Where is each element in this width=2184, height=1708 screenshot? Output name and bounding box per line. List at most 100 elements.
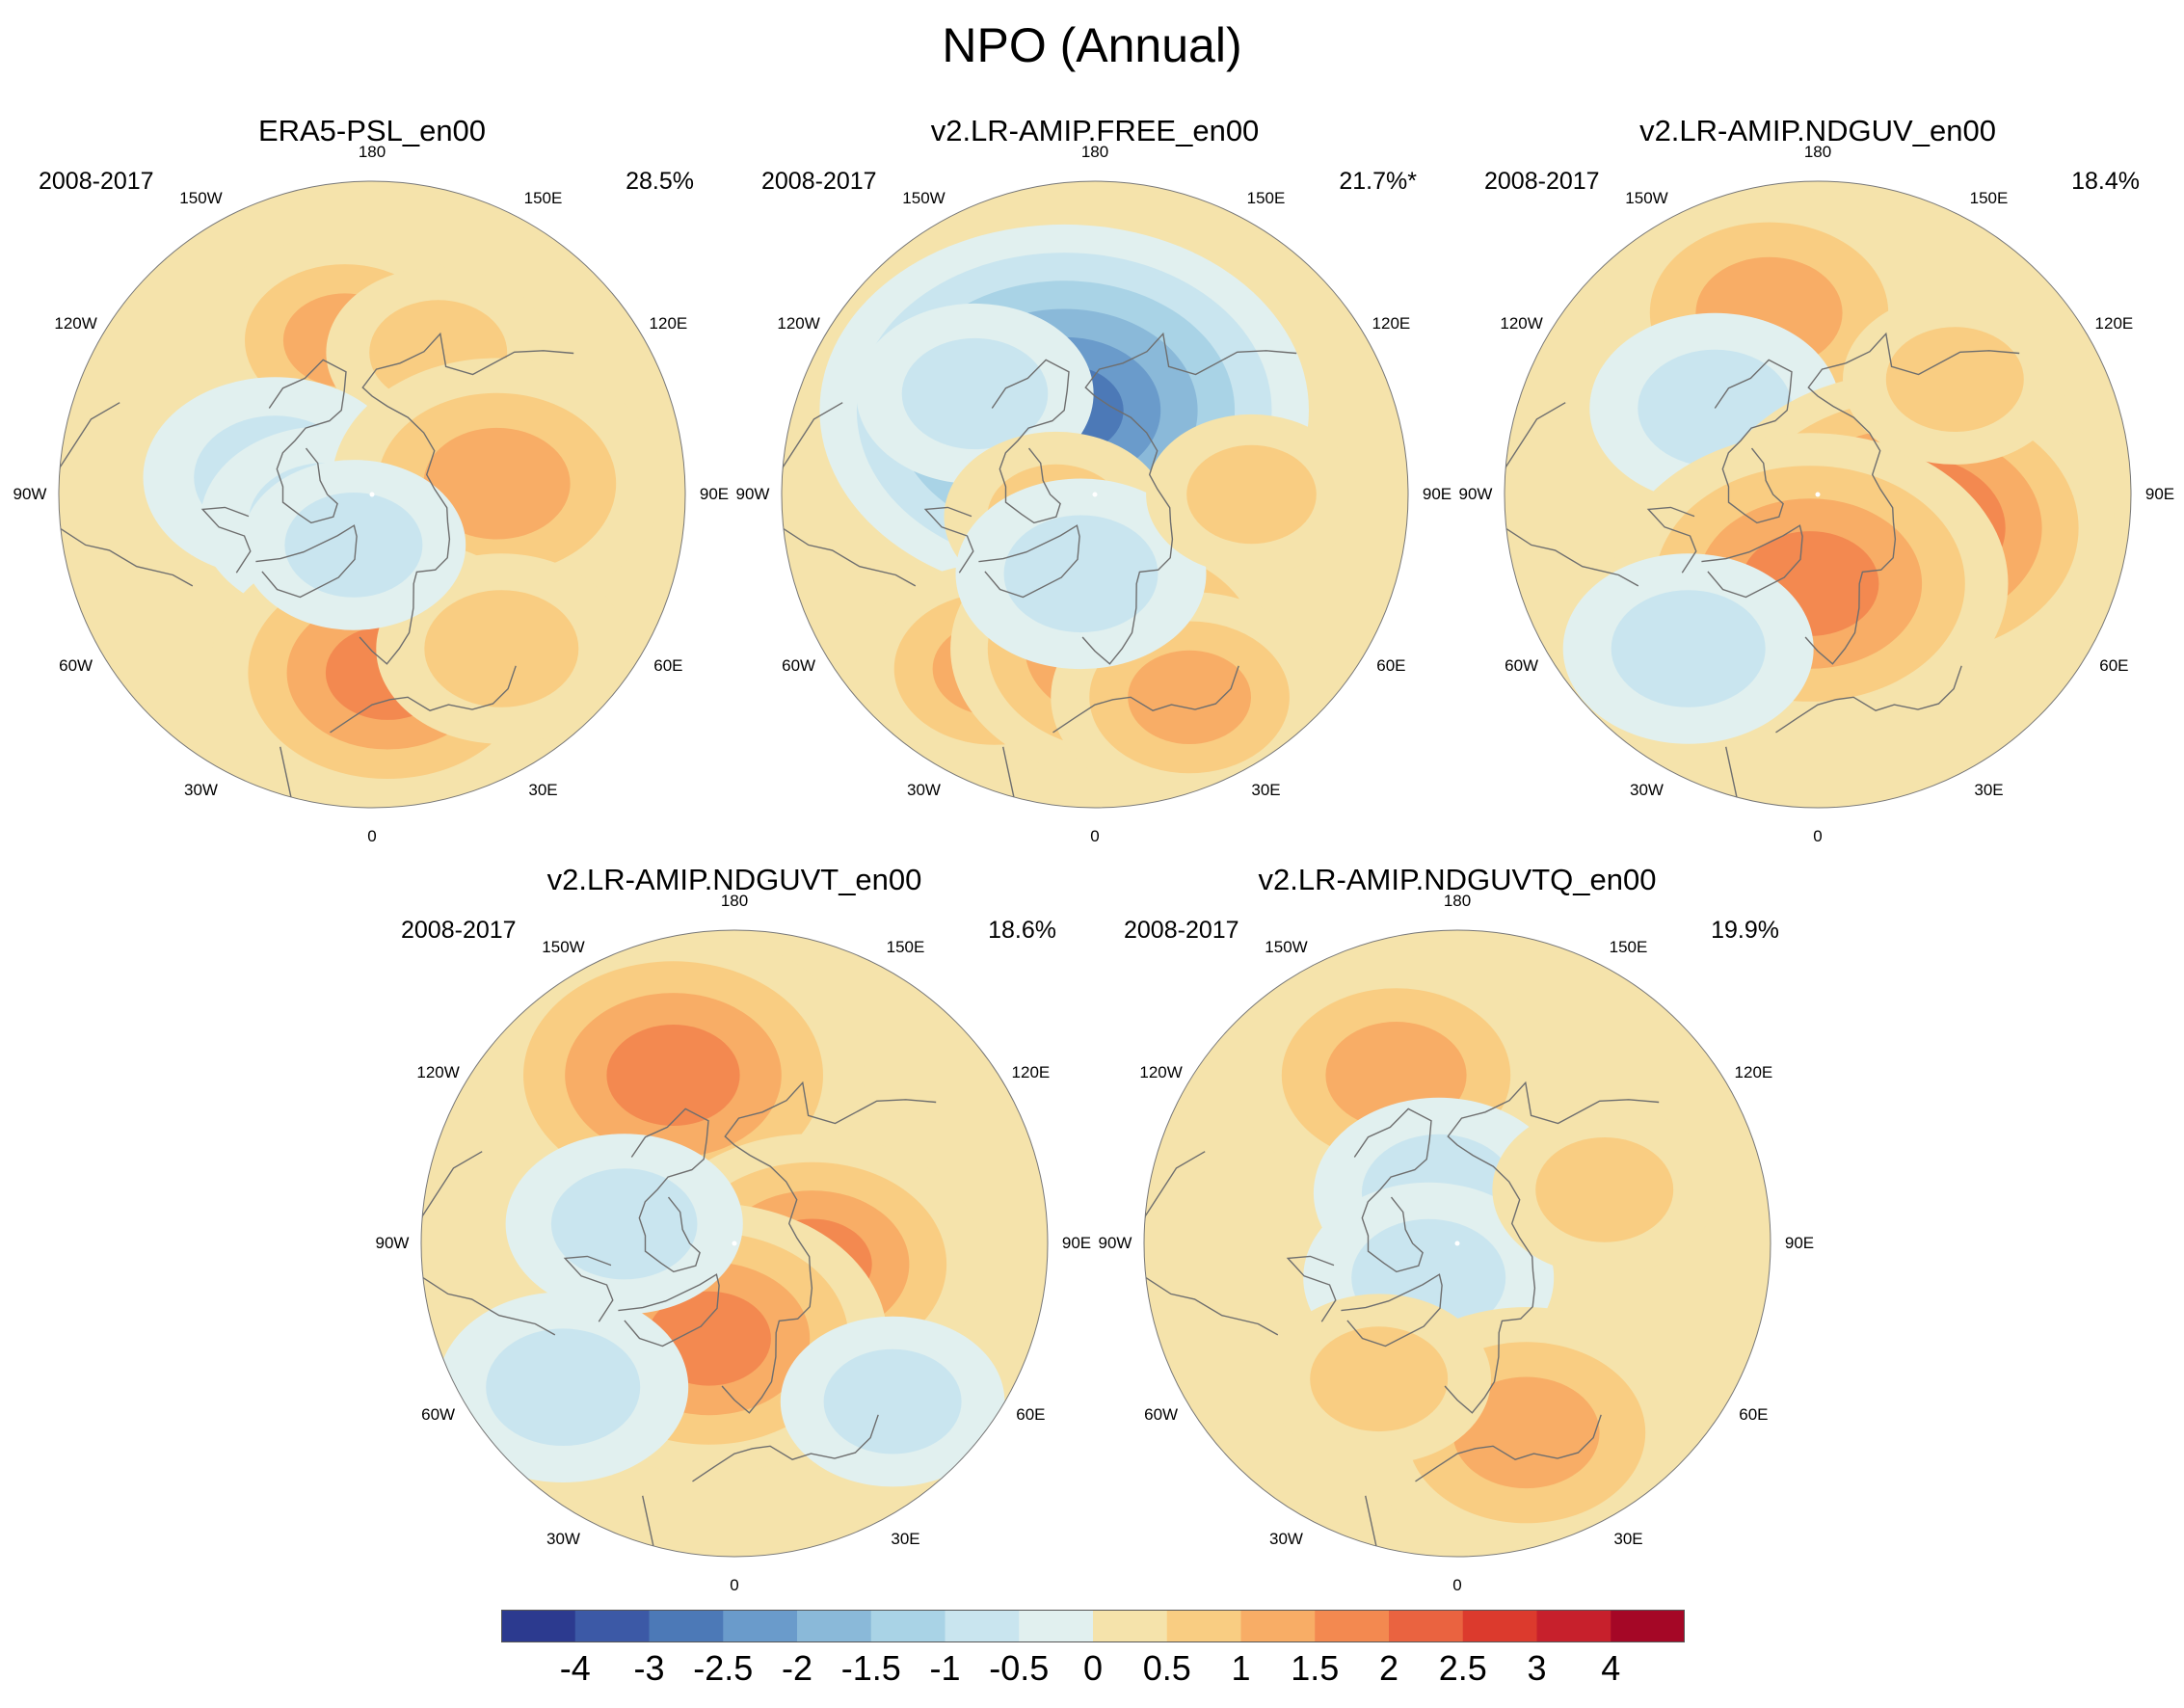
colorbar-box xyxy=(501,1610,576,1642)
longitude-label: 180 xyxy=(720,892,749,910)
colorbar-tick-label: -0.5 xyxy=(989,1648,1050,1688)
colorbar-box xyxy=(1462,1610,1537,1642)
map-panel: v2.LR-AMIP.FREE_en00 2008-2017 21.7%* 180 15… xyxy=(736,114,1452,846)
longitude-label: 90W xyxy=(13,485,47,503)
anomaly-contour xyxy=(423,427,571,540)
variance-label: 18.6% xyxy=(988,917,1056,944)
colorbar: -4 -3 -2.5 -2 -1.5 -1 -0.5 0 0.5 1 1.5 2 2.5 3 4 xyxy=(501,1610,1685,1696)
longitude-label: 180 xyxy=(358,143,386,161)
colorbar-frame xyxy=(501,1610,1685,1642)
coastline xyxy=(1415,1414,1602,1482)
panel-title: v2.LR-AMIP.NDGUV_en00 xyxy=(1639,114,1996,147)
map-panel: v2.LR-AMIP.NDGUVT_en00 2008-2017 18.6% 180 1… xyxy=(376,863,1092,1595)
longitude-label: 30E xyxy=(1974,781,2004,800)
longitude-label: 180 xyxy=(1080,143,1109,161)
coastline xyxy=(618,1273,720,1348)
polar-map xyxy=(420,929,1049,1558)
longitude-label: 60E xyxy=(653,655,683,675)
anomaly-contour xyxy=(486,1328,641,1446)
longitude-label: 150W xyxy=(902,188,946,207)
colorbar-box xyxy=(723,1610,798,1642)
longitude-label: 60W xyxy=(1144,1404,1179,1424)
colorbar-box xyxy=(797,1610,872,1642)
longitude-label: 90E xyxy=(1784,1234,1815,1252)
coastline xyxy=(1505,402,1639,587)
panel-title: v2.LR-AMIP.NDGUVT_en00 xyxy=(546,863,922,896)
longitude-label: 90W xyxy=(1458,485,1493,503)
polar-map xyxy=(1143,929,1771,1558)
anomaly-contour xyxy=(1128,650,1251,745)
coastline xyxy=(255,524,358,599)
coastline xyxy=(200,506,252,574)
longitude-label: 0 xyxy=(730,1576,739,1594)
panel-title: ERA5-PSL_en00 xyxy=(257,114,487,147)
colorbar-box xyxy=(870,1610,946,1642)
panel-title: v2.LR-AMIP.NDGUVTQ_en00 xyxy=(1258,863,1657,896)
coastline xyxy=(1353,1108,1432,1273)
coastline xyxy=(563,1255,614,1322)
longitude-label: 180 xyxy=(1803,143,1832,161)
panel-title: v2.LR-AMIP.FREE_en00 xyxy=(930,114,1260,147)
coastline xyxy=(1804,332,2020,665)
coastline xyxy=(1701,524,1803,599)
coastline xyxy=(268,359,347,524)
colorbar-box xyxy=(649,1610,724,1642)
polar-map xyxy=(781,180,1409,809)
north-pole-marker xyxy=(732,1241,737,1246)
map-rim xyxy=(781,180,1409,809)
longitude-label: 180 xyxy=(1443,892,1472,910)
longitude-label: 90E xyxy=(1061,1234,1092,1252)
coastline xyxy=(1365,1495,1524,1557)
north-pole-marker xyxy=(369,492,375,497)
coastline xyxy=(1081,332,1297,665)
coastline xyxy=(1144,1151,1279,1336)
coastline xyxy=(421,1151,556,1336)
longitude-label: 150W xyxy=(542,937,585,956)
longitude-label: 120W xyxy=(54,313,97,333)
longitude-label: 120E xyxy=(2094,313,2134,333)
map-rim xyxy=(58,180,686,809)
coastline xyxy=(1002,746,1161,808)
coastline xyxy=(630,1108,709,1273)
map-rim xyxy=(1143,929,1771,1558)
figure-title: NPO (Annual) xyxy=(942,18,1242,72)
colorbar-tick-label: 2 xyxy=(1378,1648,1399,1688)
longitude-label: 150E xyxy=(1246,188,1286,207)
longitude-label: 120E xyxy=(1011,1062,1051,1081)
colorbar-bar xyxy=(501,1610,1685,1642)
anomaly-contour xyxy=(1310,1326,1449,1432)
longitude-label: 30W xyxy=(546,1530,580,1549)
coastline xyxy=(359,332,574,665)
colorbar-tick-label: 4 xyxy=(1601,1648,1621,1688)
map-rim xyxy=(1504,180,2132,809)
longitude-label: 30W xyxy=(184,781,218,800)
longitude-label: 30W xyxy=(1630,781,1664,800)
longitude-label: 90W xyxy=(1098,1234,1132,1252)
variance-label: 19.9% xyxy=(1711,917,1779,944)
anomaly-contour xyxy=(1611,590,1766,707)
longitude-label: 30E xyxy=(1613,1530,1643,1549)
coastline xyxy=(978,524,1080,599)
anomaly-contour xyxy=(284,493,423,598)
colorbar-tick-label: -1.5 xyxy=(840,1648,901,1688)
longitude-label: 30W xyxy=(1269,1530,1303,1549)
longitude-label: 150E xyxy=(1969,188,2009,207)
coastline xyxy=(1444,1081,1660,1414)
longitude-label: 120W xyxy=(1500,313,1543,333)
anomaly-contour xyxy=(1535,1137,1674,1242)
colorbar-tick-label: 0.5 xyxy=(1142,1648,1191,1688)
colorbar-tick-label: -2 xyxy=(781,1648,813,1688)
coastline xyxy=(642,1495,801,1557)
longitude-label: 30E xyxy=(528,781,558,800)
coastline xyxy=(1341,1273,1443,1348)
colorbar-tick-label: -2.5 xyxy=(693,1648,754,1688)
longitude-label: 150E xyxy=(886,937,925,956)
period-label: 2008-2017 xyxy=(1484,168,1600,195)
anomaly-contour xyxy=(550,1168,698,1280)
anomaly-contour xyxy=(823,1348,962,1454)
longitude-label: 60W xyxy=(782,655,816,675)
longitude-label: 90W xyxy=(375,1234,410,1252)
variance-label: 18.4% xyxy=(2071,168,2140,195)
colorbar-box xyxy=(574,1610,650,1642)
longitude-label: 150W xyxy=(1265,937,1308,956)
